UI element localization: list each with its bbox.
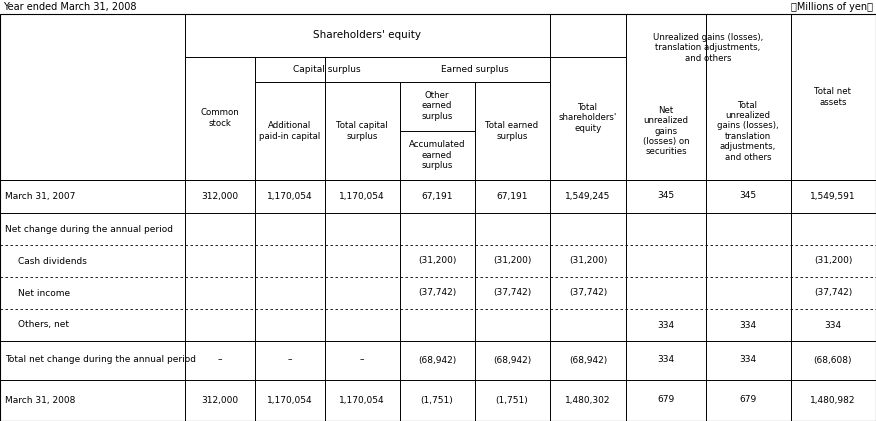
Text: (1,751): (1,751) (496, 395, 528, 405)
Text: 1,170,054: 1,170,054 (267, 192, 313, 200)
Text: (31,200): (31,200) (418, 256, 456, 266)
Text: 334: 334 (824, 320, 842, 330)
Text: (68,942): (68,942) (418, 355, 456, 365)
Text: (31,200): (31,200) (814, 256, 852, 266)
Text: March 31, 2007: March 31, 2007 (5, 192, 75, 200)
Text: 1,170,054: 1,170,054 (267, 395, 313, 405)
Text: 679: 679 (739, 395, 757, 405)
Text: 334: 334 (739, 320, 757, 330)
Text: 1,170,054: 1,170,054 (339, 192, 385, 200)
Text: (1,751): (1,751) (420, 395, 454, 405)
Text: 679: 679 (657, 395, 675, 405)
Text: –: – (287, 355, 293, 365)
Text: (31,200): (31,200) (569, 256, 607, 266)
Text: (68,608): (68,608) (814, 355, 852, 365)
Text: –: – (360, 355, 364, 365)
Text: 345: 345 (739, 192, 757, 200)
Text: Total earned
surplus: Total earned surplus (485, 121, 539, 141)
Text: –: – (218, 355, 223, 365)
Text: Cash dividends: Cash dividends (18, 256, 87, 266)
Text: 1,170,054: 1,170,054 (339, 395, 385, 405)
Text: Unrealized gains (losses),
translation adjustments,
and others: Unrealized gains (losses), translation a… (653, 33, 763, 63)
Text: Net income: Net income (18, 288, 70, 298)
Text: Common
stock: Common stock (201, 108, 239, 128)
Text: Net
unrealized
gains
(losses) on
securities: Net unrealized gains (losses) on securit… (643, 106, 689, 156)
Text: (37,742): (37,742) (569, 288, 607, 298)
Text: 334: 334 (657, 320, 675, 330)
Text: (37,742): (37,742) (814, 288, 852, 298)
Text: 67,191: 67,191 (496, 192, 527, 200)
Text: 1,480,982: 1,480,982 (810, 395, 856, 405)
Text: Additional
paid-in capital: Additional paid-in capital (259, 121, 321, 141)
Text: Total net change during the annual period: Total net change during the annual perio… (5, 355, 196, 365)
Text: Total
unrealized
gains (losses),
translation
adjustments,
and others: Total unrealized gains (losses), transla… (717, 101, 779, 162)
Text: (68,942): (68,942) (493, 355, 531, 365)
Text: 334: 334 (657, 355, 675, 365)
Text: Total capital
surplus: Total capital surplus (336, 121, 388, 141)
Text: Earned surplus: Earned surplus (442, 64, 509, 74)
Text: (37,742): (37,742) (418, 288, 456, 298)
Text: 312,000: 312,000 (201, 395, 238, 405)
Text: Shareholders' equity: Shareholders' equity (313, 30, 421, 40)
Text: Other
earned
surplus: Other earned surplus (421, 91, 453, 121)
Text: 1,549,591: 1,549,591 (810, 192, 856, 200)
Text: 1,549,245: 1,549,245 (565, 192, 611, 200)
Text: March 31, 2008: March 31, 2008 (5, 395, 75, 405)
Text: Accumulated
earned
surplus: Accumulated earned surplus (409, 140, 465, 170)
Text: Year ended March 31, 2008: Year ended March 31, 2008 (3, 2, 137, 12)
Text: Capital surplus: Capital surplus (293, 64, 361, 74)
Text: 312,000: 312,000 (201, 192, 238, 200)
Text: Total
shareholders'
equity: Total shareholders' equity (559, 103, 618, 133)
Text: 345: 345 (657, 192, 675, 200)
Text: 1,480,302: 1,480,302 (565, 395, 611, 405)
Text: (31,200): (31,200) (493, 256, 531, 266)
Text: Net change during the annual period: Net change during the annual period (5, 224, 173, 234)
Text: Total net
assets: Total net assets (815, 87, 851, 107)
Text: （Millions of yen）: （Millions of yen） (791, 2, 873, 12)
Text: (37,742): (37,742) (493, 288, 531, 298)
Text: Others, net: Others, net (18, 320, 69, 330)
Text: (68,942): (68,942) (569, 355, 607, 365)
Text: 67,191: 67,191 (421, 192, 453, 200)
Text: 334: 334 (739, 355, 757, 365)
